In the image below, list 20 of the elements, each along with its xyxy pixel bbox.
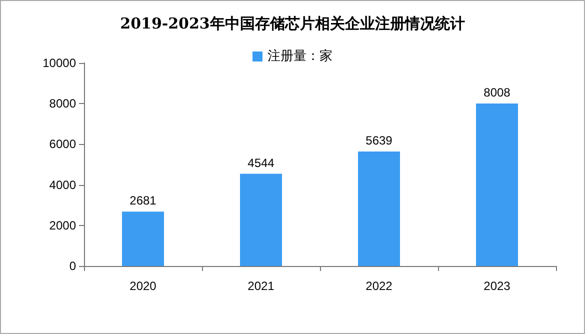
y-tick-label: 8000 — [49, 96, 76, 111]
bar — [122, 212, 164, 266]
bar — [240, 174, 282, 266]
x-tick-label: 2021 — [248, 279, 275, 293]
y-tick-label: 0 — [69, 259, 76, 273]
data-label: 8008 — [484, 85, 511, 100]
x-tick-label: 2020 — [130, 279, 157, 293]
bar — [358, 152, 400, 266]
y-tick-label: 2000 — [49, 218, 76, 232]
y-tick-label: 6000 — [49, 137, 76, 152]
legend-label: 注册量：家 — [268, 48, 332, 64]
x-tick-label: 2022 — [366, 279, 393, 293]
bar — [476, 103, 518, 266]
x-tick-label: 2023 — [484, 279, 511, 293]
data-label: 5639 — [366, 134, 393, 148]
y-tick-label: 10000 — [42, 56, 76, 70]
chart-title: 2019-2023年中国存储芯片相关企业注册情况统计 — [120, 14, 465, 32]
data-label: 4544 — [248, 156, 275, 170]
data-label: 2681 — [130, 194, 157, 208]
y-tick-label: 4000 — [49, 178, 76, 192]
